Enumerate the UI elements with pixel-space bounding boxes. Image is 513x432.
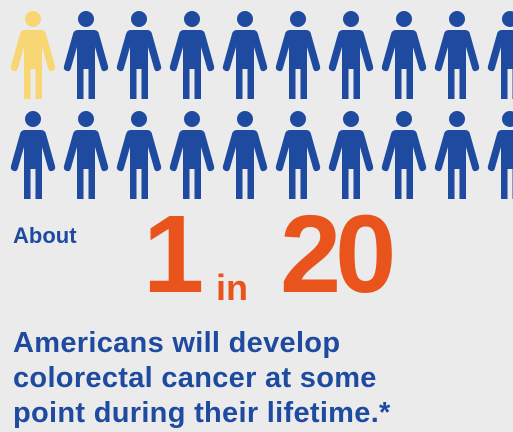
about-label: About	[13, 223, 77, 248]
person-icon	[381, 11, 427, 101]
person-icon	[63, 111, 109, 201]
person-icon	[116, 11, 162, 101]
person-icon-shape	[434, 11, 480, 99]
person-icon-shape	[381, 111, 427, 199]
person-icon	[222, 11, 268, 101]
stat-connector: in	[216, 267, 248, 308]
person-icon	[328, 11, 374, 101]
person-icon-shape	[487, 111, 513, 199]
person-icon	[222, 111, 268, 201]
person-icon-shape	[10, 111, 56, 199]
person-icon-shape	[222, 11, 268, 99]
person-icon	[116, 111, 162, 201]
person-icon-shape	[10, 11, 56, 99]
person-icon-shape	[63, 111, 109, 199]
person-icon-shape	[63, 11, 109, 99]
person-icon	[487, 111, 513, 201]
person-icon-shape	[169, 11, 215, 99]
caption-line-2: colorectal cancer at some	[13, 362, 377, 394]
person-icon-shape	[169, 111, 215, 199]
people-row-top	[0, 11, 513, 101]
person-icon	[63, 11, 109, 101]
person-icon-shape	[328, 11, 374, 99]
person-icon-shape	[275, 111, 321, 199]
person-icon	[10, 11, 56, 101]
person-icon-shape	[487, 11, 513, 99]
person-icon-shape	[328, 111, 374, 199]
person-icon	[434, 111, 480, 201]
person-icon	[275, 111, 321, 201]
person-icon-shape	[275, 11, 321, 99]
person-icon-shape	[222, 111, 268, 199]
person-icon	[434, 11, 480, 101]
person-icon	[169, 11, 215, 101]
stat-denominator: 20	[280, 193, 396, 316]
person-icon	[328, 111, 374, 201]
caption-line-3: point during their lifetime.*	[13, 397, 391, 429]
stat-numerator: 1	[143, 193, 204, 316]
person-icon-shape	[381, 11, 427, 99]
person-icon	[381, 111, 427, 201]
person-icon	[487, 11, 513, 101]
person-icon-shape	[434, 111, 480, 199]
caption: Americans will develop colorectal cancer…	[13, 326, 513, 431]
person-icon	[169, 111, 215, 201]
people-row-bottom	[0, 111, 513, 201]
person-icon	[10, 111, 56, 201]
caption-line-1: Americans will develop	[13, 327, 341, 359]
person-icon-shape	[116, 11, 162, 99]
person-icon-shape	[116, 111, 162, 199]
person-icon	[275, 11, 321, 101]
